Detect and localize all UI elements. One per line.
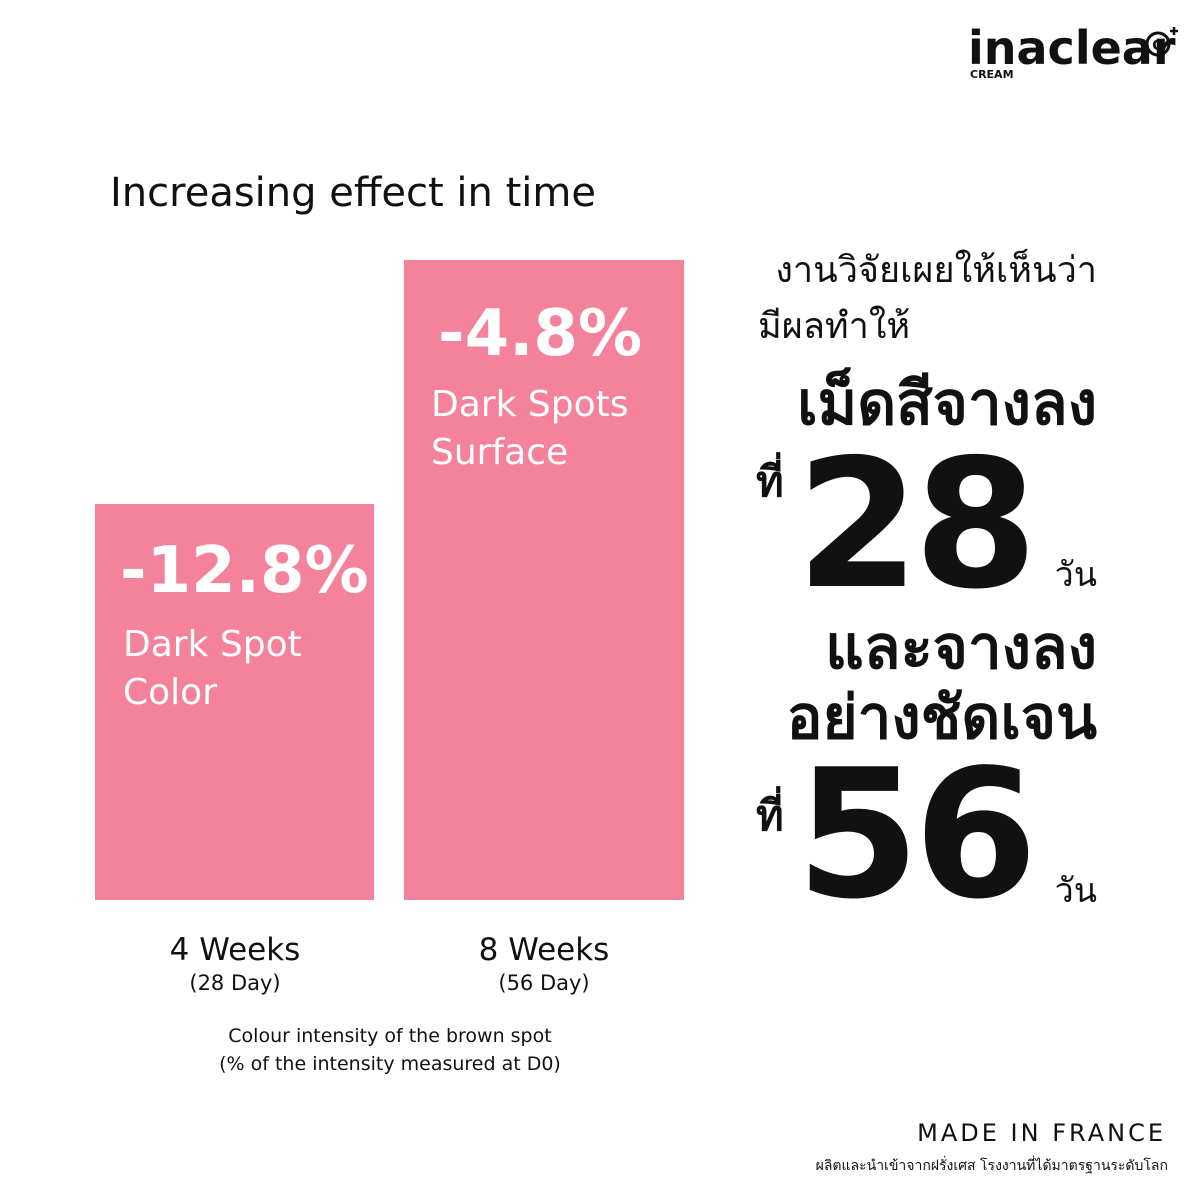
thai-at: ที่ [756,452,784,506]
bar-label: Dark Spot [123,624,302,665]
thai-unit: วัน [1055,555,1097,595]
thai-headline: เม็ดสีจางลง [797,367,1097,439]
big-number: 28 [796,421,1032,628]
days: (28 Day) [189,971,280,995]
thai-at: ที่ [756,786,784,840]
note: Colour intensity of the brown spot [228,1025,551,1047]
brand-sub: CREAM [970,68,1014,81]
period: 8 Weeks [479,932,610,968]
bar-label: Dark Spots [431,384,628,425]
bar-label: Color [123,672,217,713]
thai-intro: มีผลทำให้ [758,305,910,347]
footer-thai: ผลิตและนำเข้าจากฝรั่งเศส โรงงานที่ได้มาต… [816,1156,1168,1174]
days: (56 Day) [498,971,589,995]
big-number: 56 [796,731,1032,938]
thai-unit: วัน [1055,871,1097,911]
brand-icon-letter: G [1152,38,1164,54]
note: (% of the intensity measured at D0) [219,1053,561,1075]
made-in: MADE IN FRANCE [917,1119,1166,1147]
thai-headline: อย่างชัดเจน [786,683,1097,753]
brand-name: inaclear [968,21,1176,75]
thai-intro: งานวิจัยเผยให้เห็นว่า [775,247,1097,291]
bar-panel [95,504,374,900]
bar-value: -4.8% [438,297,642,371]
thai-headline: และจางลง [825,613,1097,683]
bar-panel [404,260,684,900]
bar-value: -12.8% [120,534,369,608]
title: Increasing effect in time [110,170,596,216]
brand-plus [1170,27,1178,35]
period: 4 Weeks [170,932,301,968]
brand-icon [1145,31,1171,57]
bar-label: Surface [431,432,568,473]
